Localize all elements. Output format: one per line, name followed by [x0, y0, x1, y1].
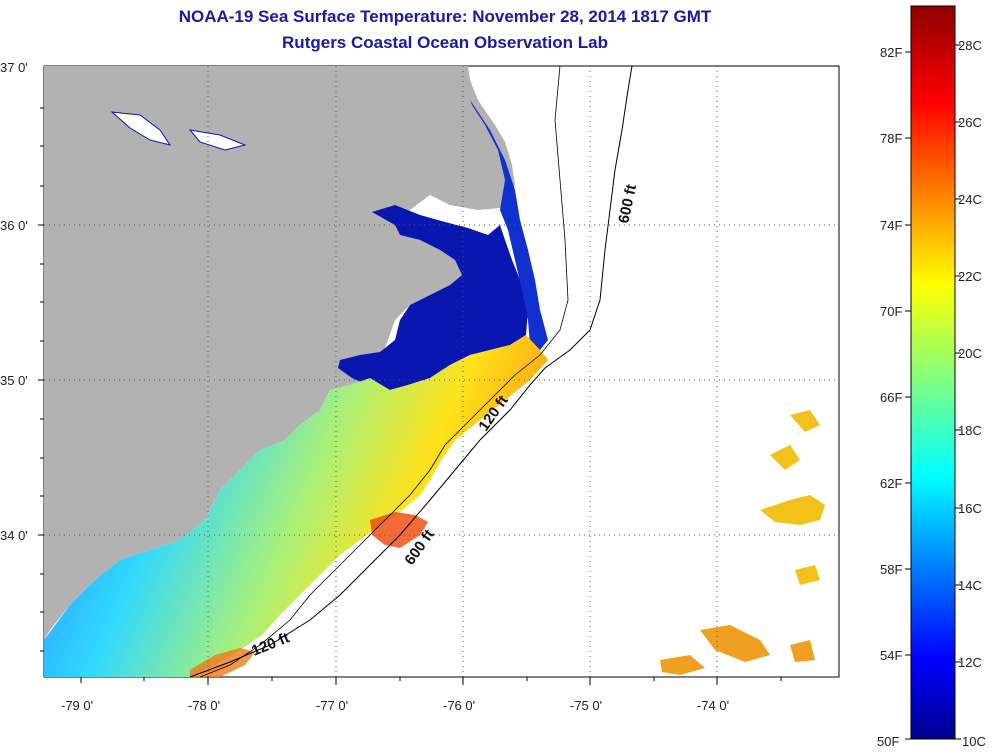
contour-600ft: [189, 66, 633, 677]
sound-water-cold: [338, 205, 528, 390]
lon-label-77: -77 0': [316, 698, 348, 713]
map-title: NOAA-19 Sea Surface Temperature: Novembe…: [178, 7, 712, 26]
lat-label-34: 34 0': [0, 528, 28, 543]
colorbar-c-14: 14C: [958, 578, 982, 593]
colorbar-f-78: 78F: [880, 131, 902, 146]
lon-label-79: -79 0': [61, 698, 93, 713]
colorbar-f-74: 74F: [880, 218, 902, 233]
colorbar-f-50: 50F: [877, 734, 899, 749]
lon-label-75: -75 0': [570, 698, 602, 713]
colorbar-c-28: 28C: [958, 38, 982, 53]
colorbar-c-10: 10C: [962, 734, 986, 749]
colorbar: [910, 5, 956, 740]
colorbar-c-26: 26C: [958, 115, 982, 130]
colorbar-f-66: 66F: [880, 390, 902, 405]
colorbar-c-22: 22C: [958, 269, 982, 284]
graticule: [44, 66, 839, 677]
lat-label-36: 36 0': [0, 218, 28, 233]
lon-label-78: -78 0': [188, 698, 220, 713]
inland-lakes: [110, 111, 247, 151]
lat-label-37: 37 0': [0, 60, 28, 75]
colorbar-c-20: 20C: [958, 346, 982, 361]
colorbar-ticks: [905, 44, 961, 740]
lon-label-76: -76 0': [443, 698, 475, 713]
offshore-sst-patches-south: [660, 625, 815, 675]
lon-label-74: -74 0': [697, 698, 729, 713]
colorbar-c-16: 16C: [958, 501, 982, 516]
colorbar-f-70: 70F: [880, 304, 902, 319]
colorbar-c-12: 12C: [958, 655, 982, 670]
colorbar-f-58: 58F: [880, 562, 902, 577]
colorbar-c-18: 18C: [958, 423, 982, 438]
lat-label-35: 35 0': [0, 373, 28, 388]
sst-shelf-water: [44, 335, 548, 677]
colorbar-f-54: 54F: [880, 648, 902, 663]
colorbar-f-82: 82F: [880, 45, 902, 60]
colorbar-f-62: 62F: [880, 476, 902, 491]
map-subtitle: Rutgers Coastal Ocean Observation Lab: [282, 33, 608, 52]
offshore-sst-patches: [760, 410, 825, 585]
contour-120ft: [199, 66, 569, 677]
axis-ticks: [38, 107, 782, 685]
warm-patch-south: [190, 648, 255, 677]
colorbar-c-24: 24C: [958, 192, 982, 207]
